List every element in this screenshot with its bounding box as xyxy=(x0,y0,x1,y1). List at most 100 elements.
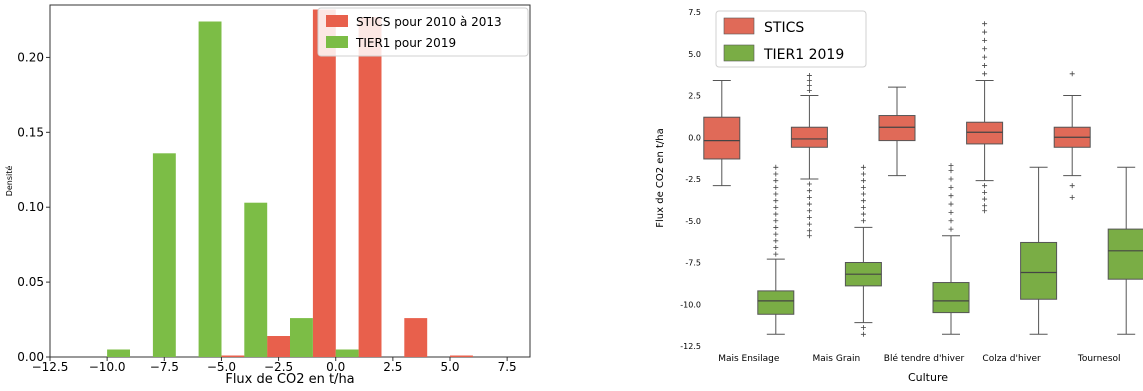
boxplot-box-group-stics xyxy=(790,72,828,239)
boxplot-outlier xyxy=(860,171,866,177)
boxplot-boxes xyxy=(703,21,1143,337)
boxplot-box-stics xyxy=(703,116,741,160)
boxplot-outlier xyxy=(773,231,779,237)
boxplot-outlier xyxy=(773,178,779,184)
boxplot-box-tier1 xyxy=(932,282,970,314)
boxplot-outlier xyxy=(982,183,988,189)
boxplot-box-group-tier1 xyxy=(757,164,795,335)
boxplot-y-tick-label: -7.5 xyxy=(685,259,701,268)
histogram-bars xyxy=(107,9,473,357)
boxplot-y-tick-label: -2.5 xyxy=(685,175,701,184)
boxplot-outlier xyxy=(948,163,954,169)
histogram-bar-stics xyxy=(221,355,245,357)
histogram-x-tick-label: −5.0 xyxy=(207,360,236,374)
boxplot-outlier xyxy=(982,46,988,52)
boxplot-outlier xyxy=(806,87,812,93)
histogram-x-tick-label: 7.5 xyxy=(498,360,517,374)
boxplot-y-tick-label: 0.0 xyxy=(688,133,701,142)
boxplot-box-stics xyxy=(790,126,828,148)
histogram-y-axis-label: Densité xyxy=(4,166,14,197)
boxplot-outlier xyxy=(773,171,779,177)
boxplot-box-tier1 xyxy=(757,290,795,315)
histogram-x-tick-label: −12.5 xyxy=(32,360,69,374)
histogram-legend-label-stics: STICS pour 2010 à 2013 xyxy=(356,15,502,29)
boxplot-outlier xyxy=(982,62,988,68)
histogram-bar-stics xyxy=(312,9,336,357)
boxplot-outlier xyxy=(773,211,779,217)
boxplot-y-tick-label: 2.5 xyxy=(688,92,701,101)
boxplot-box-tier1 xyxy=(1020,241,1058,300)
boxplot-box-group-tier1 xyxy=(1107,166,1143,335)
histogram-x-ticks: −12.5 −10.0 −7.5 −5.0 −2.5 0.0 2.5 5.0 7.5 xyxy=(32,357,517,374)
histogram-y-tick-label: 0.05 xyxy=(17,275,44,289)
boxplot-outlier xyxy=(948,201,954,207)
boxplot-outlier xyxy=(860,218,866,224)
boxplot-outlier xyxy=(773,204,779,210)
boxplot-x-tick-label: Mais Grain xyxy=(813,354,861,364)
boxplot-outlier xyxy=(773,191,779,197)
boxplot-outlier xyxy=(982,37,988,43)
boxplot-outlier xyxy=(982,196,988,202)
histogram-bar-stics xyxy=(404,318,428,357)
histogram-bar-stics xyxy=(358,17,382,357)
histogram-bar-tier1 xyxy=(290,318,313,357)
boxplot-outlier xyxy=(806,194,812,200)
boxplot-outlier xyxy=(806,233,812,239)
boxplot-outlier xyxy=(948,176,954,182)
boxplot-outlier xyxy=(860,184,866,190)
boxplot-outlier xyxy=(982,71,988,77)
histogram-legend-label-tier1: TIER1 pour 2019 xyxy=(355,36,456,50)
histogram-bar-stics xyxy=(267,336,290,357)
boxplot-box-stics xyxy=(966,121,1004,145)
boxplot-outlier xyxy=(860,331,866,337)
histogram-legend-box xyxy=(317,7,529,57)
boxplot-outlier xyxy=(773,218,779,224)
histogram-x-tick-label: −7.5 xyxy=(150,360,179,374)
boxplot-box-tier1 xyxy=(1107,228,1143,280)
histogram-y-tick-label: 0.20 xyxy=(17,50,44,64)
boxplot-outlier xyxy=(806,208,812,214)
boxplot-y-axis-label: Flux de CO2 en t/ha xyxy=(655,128,666,227)
boxplot-y-ticks: 7.5 5.0 2.5 0.0 -2.5 -5.0 -7.5 -10.0 -12.5 xyxy=(680,8,701,351)
boxplot-box-group-stics xyxy=(966,21,1004,214)
boxplot-outlier xyxy=(982,189,988,195)
boxplot-outlier xyxy=(982,208,988,214)
boxplot-outlier xyxy=(948,184,954,190)
boxplot-outlier xyxy=(860,325,866,331)
boxplot-y-tick-label: 7.5 xyxy=(688,8,701,17)
boxplot-box-group-tier1 xyxy=(844,164,882,337)
boxplot-outlier xyxy=(948,168,954,174)
histogram-x-tick-label: 0.0 xyxy=(326,360,345,374)
boxplot-x-tick-label: Blé tendre d'hiver xyxy=(884,353,965,364)
histogram-chart: −12.5 −10.0 −7.5 −5.0 −2.5 0.0 2.5 5.0 7.5 0.000… xyxy=(4,4,531,387)
boxplot-outlier xyxy=(806,181,812,187)
boxplot-x-tick-label: Tournesol xyxy=(1077,354,1121,364)
boxplot-y-tick-label: 5.0 xyxy=(688,50,701,59)
boxplot-legend-label-stics: STICS xyxy=(764,20,804,36)
histogram-x-axis-label: Flux de CO2 en t/ha xyxy=(225,372,354,387)
boxplot-outlier xyxy=(806,77,812,83)
boxplot-outlier xyxy=(806,228,812,234)
boxplot-outlier xyxy=(982,21,988,27)
histogram-y-tick-label: 0.00 xyxy=(17,350,44,364)
histogram-bar-tier1 xyxy=(335,349,359,357)
boxplot-outlier xyxy=(860,178,866,184)
histogram-legend-swatch-stics xyxy=(326,15,348,27)
histogram-x-tick-label: 2.5 xyxy=(383,360,402,374)
boxplot-legend-label-tier1: TIER1 2019 xyxy=(763,47,844,63)
boxplot-outlier xyxy=(860,198,866,204)
boxplot-outlier xyxy=(860,211,866,217)
histogram-bar-stics xyxy=(450,355,473,357)
boxplot-x-tick-label: Colza d'hiver xyxy=(982,354,1041,364)
histogram-bar-tier1 xyxy=(107,349,130,357)
boxplot-outlier xyxy=(773,184,779,190)
boxplot-box-group-stics xyxy=(1053,71,1091,200)
histogram-x-tick-label: −10.0 xyxy=(89,360,126,374)
boxplot-outlier xyxy=(773,224,779,230)
boxplot-y-tick-label: -12.5 xyxy=(680,342,701,351)
histogram-bar-tier1 xyxy=(198,21,222,357)
histogram-y-ticks: 0.00 0.05 0.10 0.15 0.20 xyxy=(17,50,50,364)
boxplot-outlier xyxy=(948,226,954,232)
histogram-bar-tier1 xyxy=(152,153,176,357)
